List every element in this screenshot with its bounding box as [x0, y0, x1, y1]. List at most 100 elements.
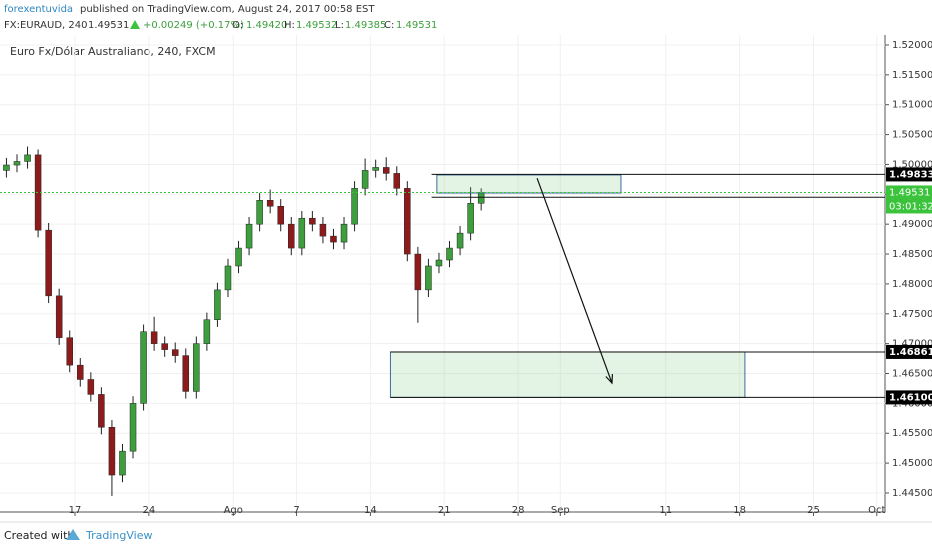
y-tick-label: 1.45000 [892, 458, 932, 469]
l-label: L: [335, 20, 344, 31]
level-tag [886, 390, 932, 405]
price: 1.49531 [88, 20, 129, 31]
candle-body [404, 188, 411, 255]
candle-body [309, 217, 316, 225]
candle-body [425, 265, 432, 291]
up-icon [130, 20, 140, 29]
zone-box [436, 174, 622, 194]
y-tick-label: 1.49000 [892, 219, 932, 230]
level-tag [886, 167, 932, 182]
published: published on TradingView.com, August 24,… [80, 4, 375, 15]
c-label: C: [384, 20, 394, 31]
candle-body [393, 173, 401, 189]
c-value: 1.49531 [396, 20, 437, 31]
y-tick-label: 1.50500 [892, 130, 932, 141]
candle-body [372, 167, 379, 171]
x-tick-label: 24 [142, 505, 155, 516]
candle-body [119, 450, 126, 476]
candle-body [55, 295, 63, 338]
y-tick-label: 1.51500 [892, 70, 932, 81]
tv-logo [66, 529, 80, 540]
level-label: 1.46861 [889, 347, 932, 358]
o-label: O: [232, 20, 243, 31]
candle-body [298, 217, 306, 249]
candle-body [98, 394, 105, 428]
candle-body [203, 319, 211, 344]
candle-body [467, 203, 474, 234]
y-tick-label: 1.48500 [892, 249, 932, 260]
candle-body [361, 170, 369, 189]
candle-body [235, 247, 242, 267]
arrow-line [536, 177, 613, 384]
x-tick-label: Oct [868, 505, 885, 516]
footer-brand[interactable]: TradingView [85, 529, 152, 542]
candle-body [319, 223, 327, 237]
candle-body [340, 223, 348, 243]
candle-body [446, 247, 453, 261]
o-value: 1.49420 [246, 20, 287, 31]
x-tick-label: 17 [69, 505, 82, 516]
x-tick-label: 14 [364, 505, 377, 516]
candle-body [45, 229, 52, 297]
candle-body [382, 167, 390, 174]
y-tick-label: 1.46500 [892, 369, 932, 380]
y-tick-label: 1.44500 [892, 488, 932, 499]
candle-body [66, 337, 73, 366]
candle-body [330, 235, 337, 243]
candle-body [108, 427, 116, 476]
author[interactable]: forexentuvida [4, 4, 73, 15]
x-tick-label: 11 [659, 505, 672, 516]
y-tick-label: 1.45500 [892, 428, 932, 439]
y-tick-label: 1.52000 [892, 40, 932, 51]
y-tick-label: 1.50000 [892, 159, 932, 170]
candle-body [277, 206, 284, 225]
y-tick-label: 1.47000 [892, 339, 932, 350]
chart-title: Euro Fx/Dólar Australiano, 240, FXCM [10, 45, 216, 58]
x-tick-label: Ago [224, 505, 243, 516]
x-tick-label: 7 [293, 505, 299, 516]
x-tick-label: 25 [807, 505, 820, 516]
candle-body [456, 232, 464, 249]
x-tick-label: 21 [438, 505, 451, 516]
candle-body [171, 349, 179, 356]
y-tick-label: 1.48000 [892, 279, 932, 290]
candle-body [150, 331, 158, 344]
candle-body [3, 164, 10, 171]
candle-body [224, 265, 232, 291]
last-price-tag [886, 185, 932, 200]
h-value: 1.49532 [296, 20, 337, 31]
arrow-head [605, 374, 614, 385]
y-tick-label: 1.51000 [892, 100, 932, 111]
candle-body [414, 253, 422, 291]
candle-body [182, 355, 190, 392]
level-label: 1.46100 [889, 392, 932, 403]
candle-body [245, 223, 253, 249]
zone-box [389, 351, 746, 398]
candle-body [214, 289, 221, 320]
l-value: 1.49385 [345, 20, 386, 31]
change: +0.00249 (+0.17%) [143, 20, 244, 31]
h-label: H: [284, 20, 295, 31]
level-label: 1.49833 [889, 169, 932, 180]
countdown: 03:01:32 [889, 201, 932, 212]
level-tag [886, 344, 932, 359]
footer-created: Created with [4, 529, 74, 542]
countdown-tag [886, 199, 932, 214]
y-tick-label: 1.47500 [892, 309, 932, 320]
candle-body [87, 379, 95, 395]
candle-body [140, 331, 147, 404]
candle-body [477, 192, 485, 204]
candle-body [24, 154, 31, 162]
x-tick-label: 18 [733, 505, 746, 516]
last-price-label: 1.49531 [889, 187, 930, 198]
symbol: FX:EURAUD, 240 [4, 20, 87, 31]
candle-body [193, 343, 200, 392]
x-tick-label: 28 [512, 505, 525, 516]
candle-body [351, 188, 358, 225]
x-tick-label: Sep [551, 505, 570, 516]
candle-body [435, 259, 443, 267]
candle-body [161, 343, 168, 350]
candle-body [256, 200, 263, 225]
